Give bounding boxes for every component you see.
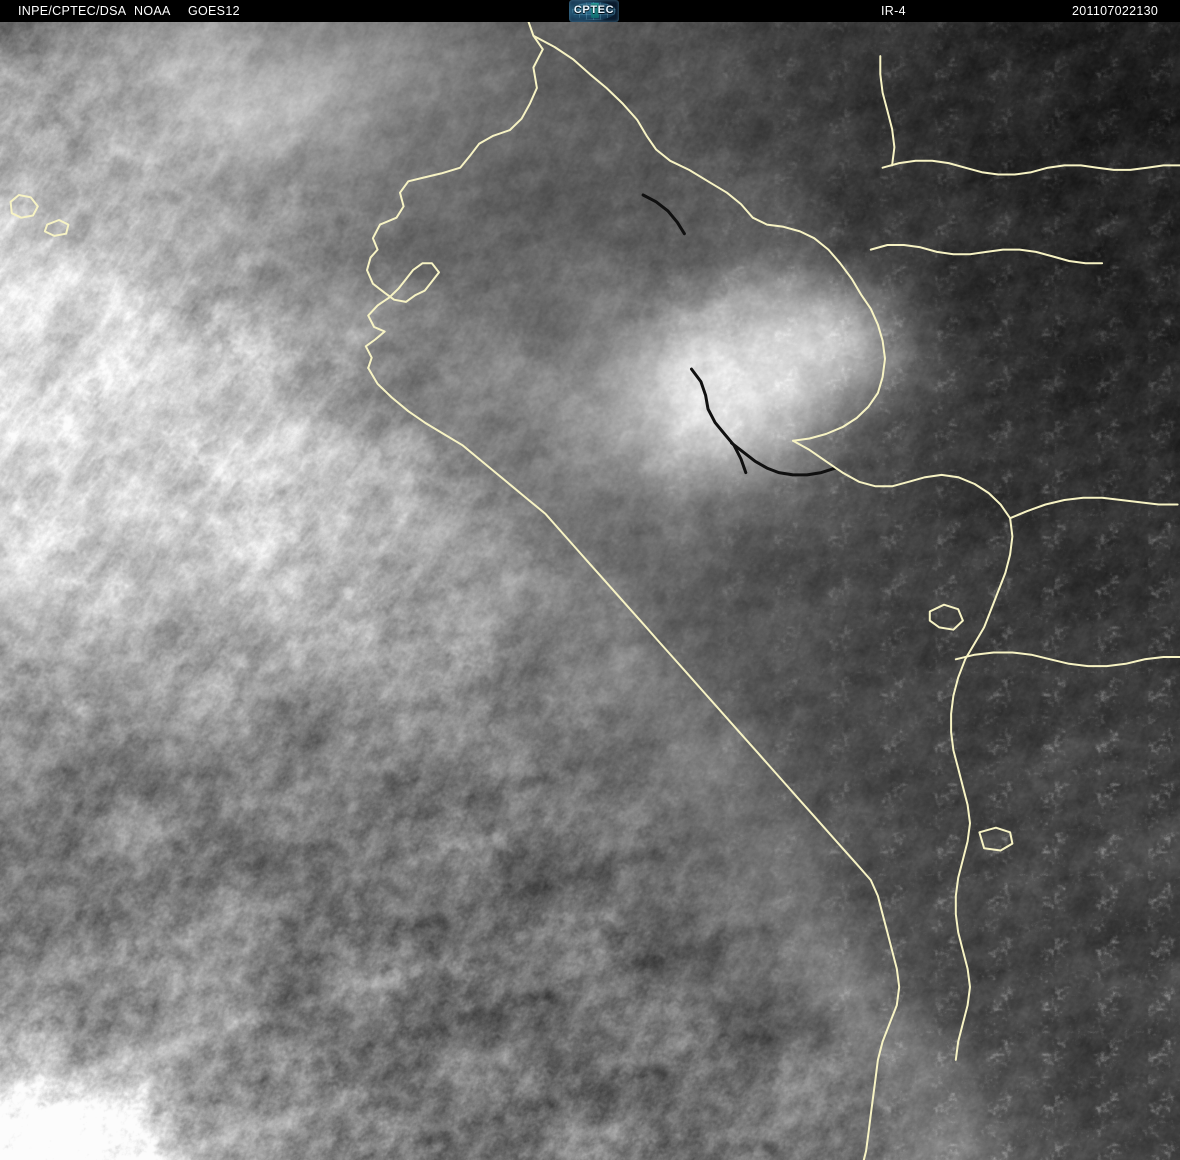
- header-source-label: NOAA: [134, 4, 171, 18]
- infrared-satellite-image: [0, 22, 1180, 1160]
- header-satellite-label: GOES12: [188, 4, 240, 18]
- image-header-bar: INPE/CPTEC/DSA NOAA GOES12 CPTEC IR-4 20…: [0, 0, 1180, 22]
- cloud-field-canvas: [0, 22, 1180, 1160]
- header-channel-label: IR-4: [881, 4, 906, 18]
- header-agency-label: INPE/CPTEC/DSA: [18, 4, 127, 18]
- header-timestamp-label: 201107022130: [1072, 4, 1159, 18]
- cptec-logo-text: CPTEC: [573, 4, 615, 16]
- logo-letter-highlight: [591, 3, 599, 18]
- cptec-logo: CPTEC: [569, 0, 619, 22]
